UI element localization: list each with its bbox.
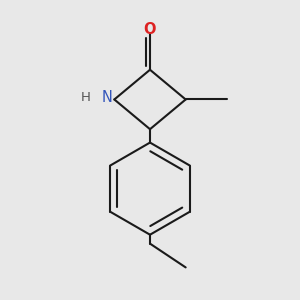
Text: O: O [144, 22, 156, 37]
Text: N: N [101, 91, 112, 106]
Text: H: H [81, 92, 91, 104]
